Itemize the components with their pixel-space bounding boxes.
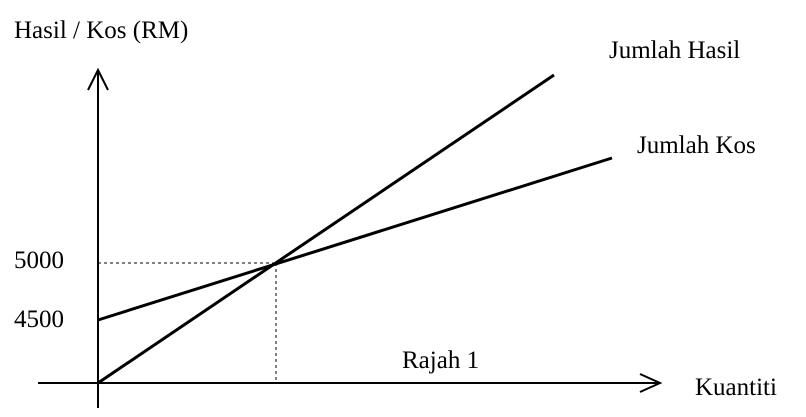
x-axis-arrowhead xyxy=(639,373,663,393)
x-axis-label: Kuantiti xyxy=(695,374,777,401)
total-cost-label: Jumlah Kos xyxy=(637,132,756,159)
y-axis-label: Hasil / Kos (RM) xyxy=(14,17,189,44)
total-revenue-line xyxy=(97,73,555,385)
y-tick-5000: 5000 xyxy=(14,247,64,274)
y-tick-4500: 4500 xyxy=(14,306,64,333)
figure-caption: Rajah 1 xyxy=(402,347,480,374)
y-axis-arrowhead xyxy=(87,67,109,91)
total-cost-line xyxy=(97,156,613,322)
total-revenue-label: Jumlah Hasil xyxy=(609,37,741,64)
